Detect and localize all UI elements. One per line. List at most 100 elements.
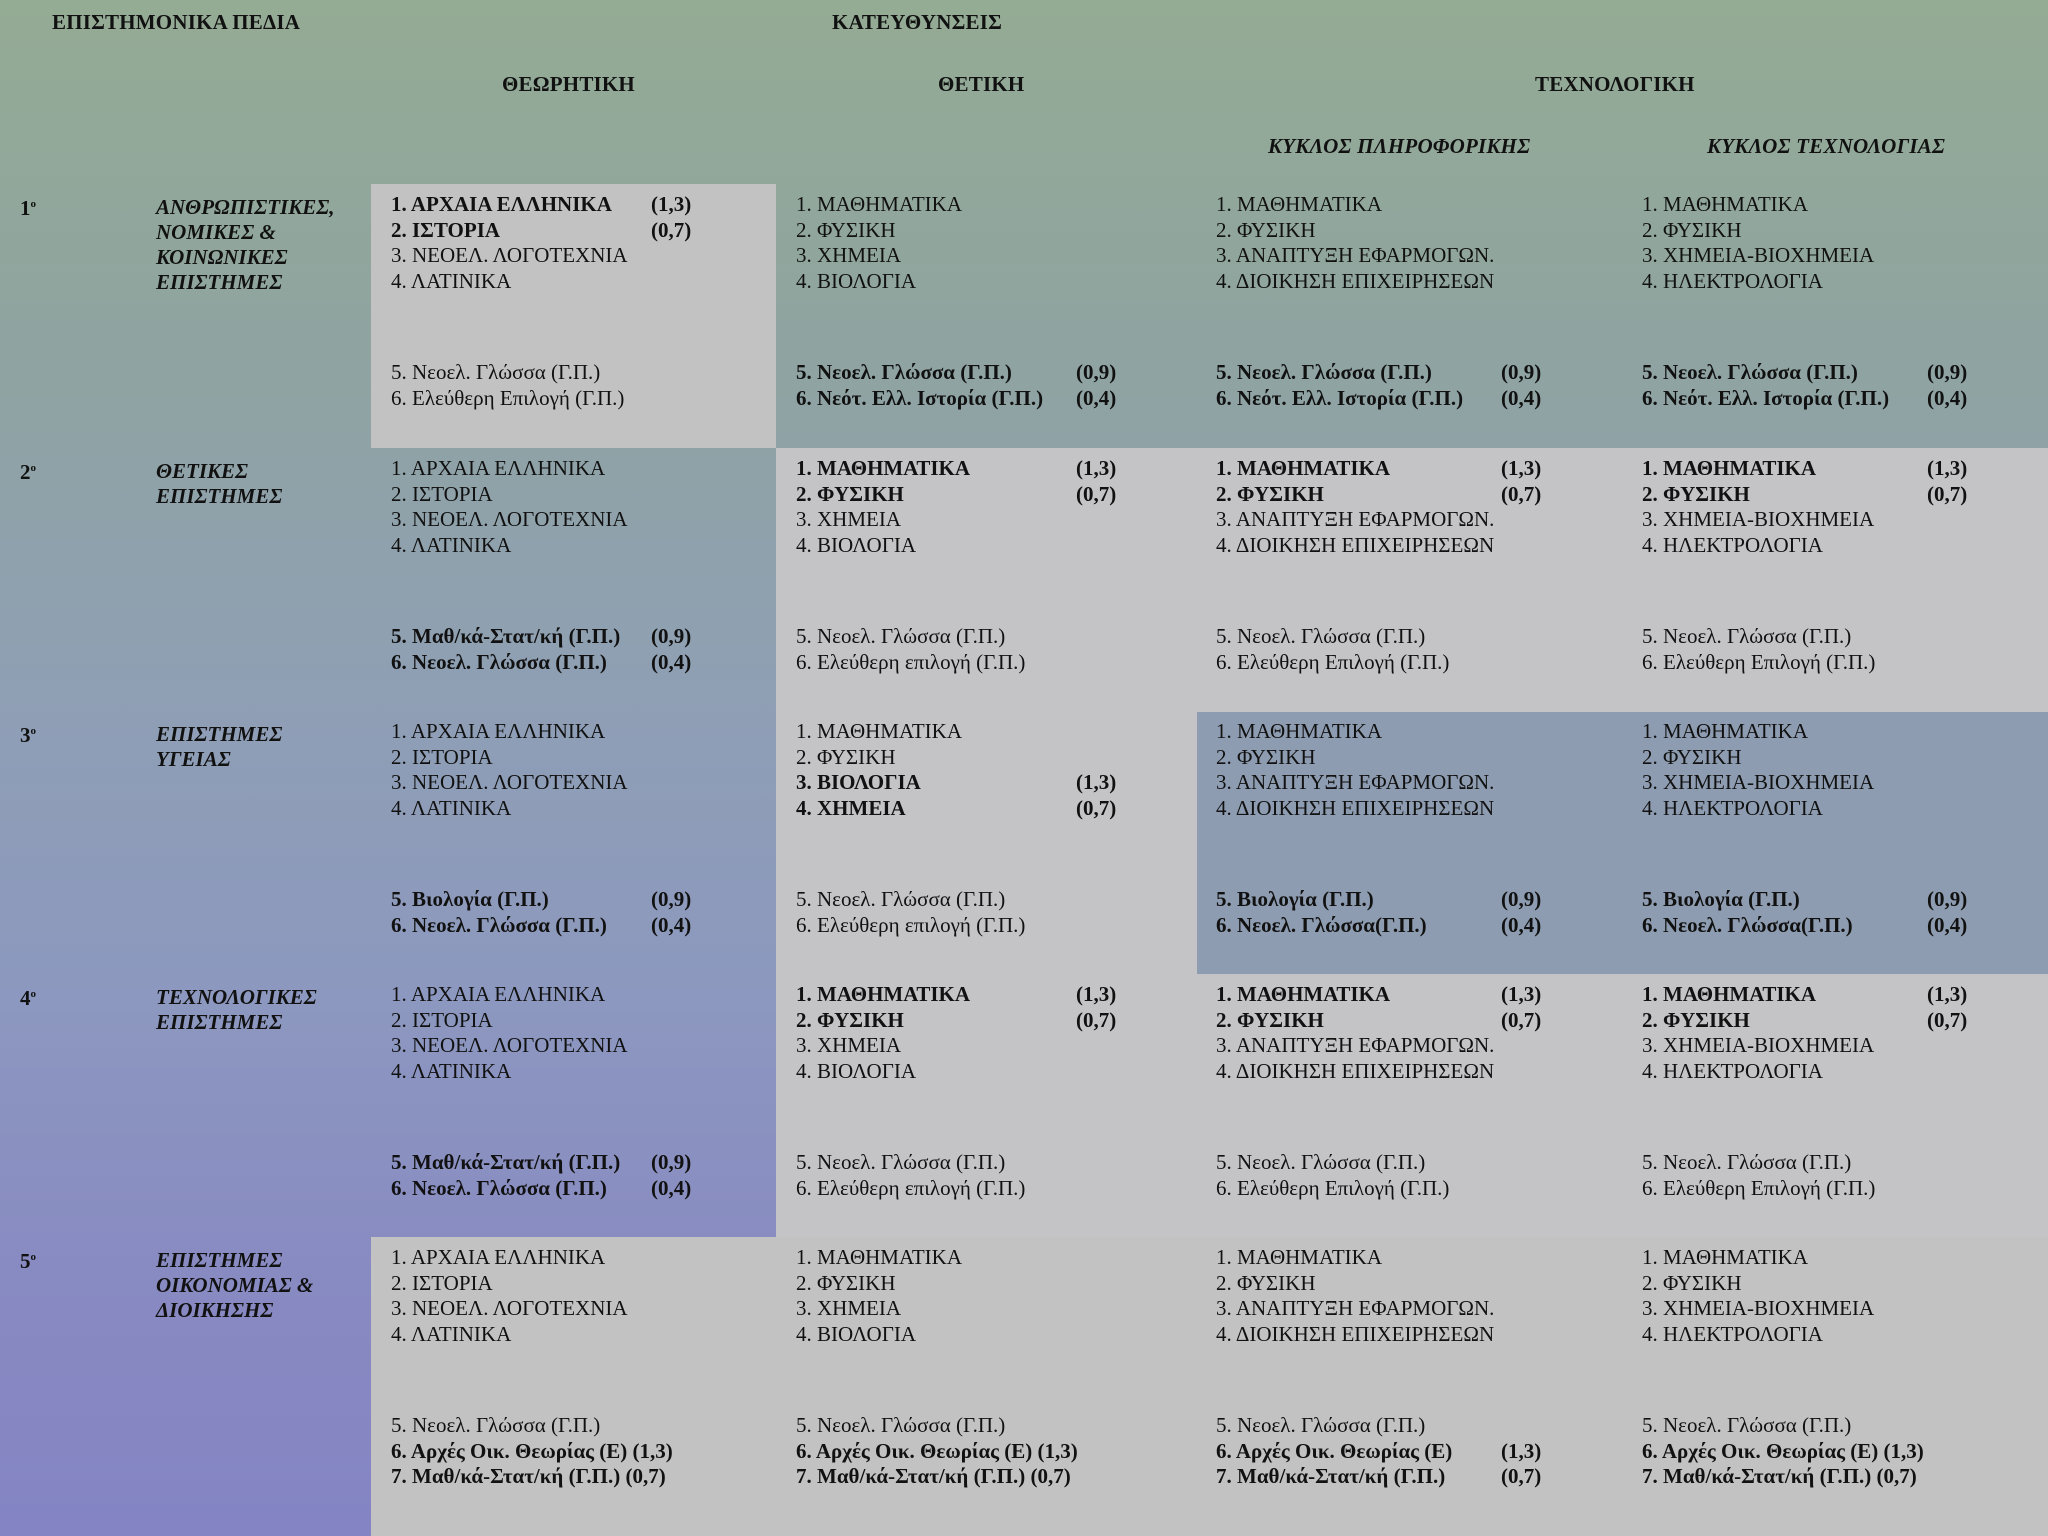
course-line: 6. Αρχές Οικ. Θεωρίας (Ε) (1,3) [1642, 1439, 1924, 1465]
highlight-block [776, 974, 2048, 1237]
course-line: 5. Νεοελ. Γλώσσα (Γ.Π.) (0,9) [1642, 360, 1967, 386]
course-name: 6. Ελεύθερη Επιλογή (Γ.Π.) [1642, 1175, 1876, 1200]
course-name: 4. ΗΛΕΚΤΡΟΛΟΓΙΑ [1642, 1058, 1823, 1083]
course-name: 4. ΛΑΤΙΝΙΚΑ [391, 1321, 512, 1346]
course-line: 4. ΛΑΤΙΝΙΚΑ [391, 796, 628, 822]
field-name-line: ΚΟΙΝΩΝΙΚΕΣ [156, 245, 288, 269]
course-name: 2. ΦΥΣΙΚΗ [1642, 217, 1742, 242]
course-name: 5. Βιολογία (Γ.Π.) [1642, 887, 1800, 911]
course-cell: 1. ΜΑΘΗΜΑΤΙΚΑ 2. ΦΥΣΙΚΗ 3. ΧΗΜΕΙΑ 4. ΒΙΟΛΟΓ… [796, 1245, 1078, 1490]
course-weight: (0,4) [1501, 912, 1542, 937]
course-name: 1. ΑΡΧΑΙΑ ΕΛΛΗΝΙΚΑ [391, 719, 606, 743]
course-cell: 1. ΑΡΧΑΙΑ ΕΛΛΗΝΙΚΑ (1,3) 2. ΙΣΤΟΡΙΑ (0,7) 3.… [391, 192, 691, 411]
course-name: 6. Νεότ. Ελλ. Ιστορία (Γ.Π.) [1642, 385, 1890, 410]
course-name: 3. ΝΕΟΕΛ. ΛΟΓΟΤΕΧΝΙΑ [391, 243, 628, 267]
course-name: 5. Νεοελ. Γλώσσα (Γ.Π.) [1642, 360, 1858, 384]
course-line: 3. ΝΕΟΕΛ. ΛΟΓΟΤΕΧΝΙΑ [391, 770, 628, 796]
course-name: 4. ΗΛΕΚΤΡΟΛΟΓΙΑ [1642, 795, 1823, 820]
course-line: 3. ΧΗΜΕΙΑ-ΒΙΟΧΗΜΕΙΑ [1642, 507, 1875, 533]
course-name: 5. Νεοελ. Γλώσσα (Γ.Π.) [1216, 360, 1432, 384]
course-cell: 1. ΜΑΘΗΜΑΤΙΚΑ 2. ΦΥΣΙΚΗ 3. ΧΗΜΕΙΑ 4. ΒΙΟΛΟΓ… [796, 192, 1116, 411]
cell-gap [1642, 1347, 1924, 1413]
highlight-block [371, 1237, 2048, 1536]
course-name: 6. Νεότ. Ελλ. Ιστορία (Γ.Π.) [796, 385, 1044, 410]
course-cell: 1. ΜΑΘΗΜΑΤΙΚΑ 2. ΦΥΣΙΚΗ 3. ΑΝΑΠΤΥΞΗ ΕΦΑΡΜΟ… [1216, 192, 1541, 411]
course-name: 6. Αρχές Οικ. Θεωρίας (Ε) [1216, 1438, 1453, 1463]
course-line: 4. ΛΑΤΙΝΙΚΑ [391, 269, 628, 295]
course-line: 1. ΜΑΘΗΜΑΤΙΚΑ [1216, 1245, 1494, 1271]
course-line: 2. ΙΣΤΟΡΙΑ [391, 1008, 628, 1034]
course-line: 2. ΙΣΤΟΡΙΑ (0,7) [391, 218, 691, 244]
course-name: 3. ΑΝΑΠΤΥΞΗ ΕΦΑΡΜΟΓΩΝ. [1216, 1296, 1495, 1320]
course-name: 5. Νεοελ. Γλώσσα (Γ.Π.) [391, 1413, 601, 1437]
course-line: 1. ΜΑΘΗΜΑΤΙΚΑ (1,3) [796, 982, 1116, 1008]
course-line: 5. Νεοελ. Γλώσσα (Γ.Π.) [391, 1413, 673, 1439]
course-name: 5. Νεοελ. Γλώσσα (Γ.Π.) [796, 1150, 1006, 1174]
course-line: 6. Αρχές Οικ. Θεωρίας (Ε) (1,3) [391, 1439, 673, 1465]
ordinal-suffix: ο [30, 198, 37, 210]
course-weight: (0,7) [1076, 795, 1117, 820]
course-name: 6. Νεοελ. Γλώσσα(Γ.Π.) [1216, 912, 1427, 937]
field-number: 2ο [20, 460, 36, 485]
field-name-line: ΝΟΜΙΚΕΣ & [156, 220, 276, 244]
course-name: 1. ΜΑΘΗΜΑΤΙΚΑ [1216, 192, 1382, 216]
field-name: ΤΕΧΝΟΛΟΓΙΚΕΣ ΕΠΙΣΤΗΜΕΣ [156, 985, 317, 1035]
course-name: 1. ΜΑΘΗΜΑΤΙΚΑ [796, 982, 971, 1006]
course-weight: (1,3) [1076, 770, 1117, 794]
field-number: 4ο [20, 986, 36, 1011]
course-weight: (0,9) [1501, 360, 1542, 384]
course-name: 6. Αρχές Οικ. Θεωρίας (Ε) (1,3) [796, 1438, 1078, 1463]
cell-gap [1216, 294, 1494, 360]
course-weight: (0,9) [1076, 360, 1117, 384]
course-name: 2. ΦΥΣΙΚΗ [1216, 1007, 1324, 1032]
course-cell: 1. ΑΡΧΑΙΑ ΕΛΛΗΝΙΚΑ 2. ΙΣΤΟΡΙΑ 3. ΝΕΟΕΛ. ΛΟ… [391, 456, 691, 675]
course-name: 4. ΔΙΟΙΚΗΣΗ ΕΠΙΧΕΙΡΗΣΕΩΝ [1216, 268, 1495, 293]
course-name: 6. Αρχές Οικ. Θεωρίας (Ε) (1,3) [1642, 1438, 1924, 1463]
course-name: 2. ΦΥΣΙΚΗ [796, 1007, 904, 1032]
course-line: 1. ΜΑΘΗΜΑΤΙΚΑ (1,3) [1642, 456, 1967, 482]
course-name: 6. Αρχές Οικ. Θεωρίας (Ε) (1,3) [391, 1438, 673, 1463]
course-weight: (0,7) [1076, 481, 1117, 506]
course-name: 5. Μαθ/κά-Στατ/κή (Γ.Π.) [391, 624, 621, 648]
course-line: 3. ΧΗΜΕΙΑ-ΒΙΟΧΗΜΕΙΑ [1642, 1296, 1924, 1322]
course-name: 4. ΔΙΟΙΚΗΣΗ ΕΠΙΧΕΙΡΗΣΕΩΝ [1216, 795, 1495, 820]
course-name: 5. Βιολογία (Γ.Π.) [391, 887, 549, 911]
course-weight: (0,4) [651, 912, 692, 937]
course-weight: (0,4) [1927, 912, 1968, 937]
course-line: 3. ΑΝΑΠΤΥΞΗ ΕΦΑΡΜΟΓΩΝ. [1216, 243, 1494, 269]
course-weight: (1,3) [1501, 982, 1542, 1006]
course-cell: 1. ΜΑΘΗΜΑΤΙΚΑ 2. ΦΥΣΙΚΗ 3. ΧΗΜΕΙΑ-ΒΙΟΧΗΜΕΙ… [1642, 192, 1967, 411]
course-name: 3. ΧΗΜΕΙΑ-ΒΙΟΧΗΜΕΙΑ [1642, 507, 1875, 531]
course-weight: (0,9) [651, 1150, 692, 1174]
course-line: 5. Νεοελ. Γλώσσα (Γ.Π.) [796, 624, 1025, 650]
fields-title: ΕΠΙΣΤΗΜΟΝΙΚΑ ΠΕΔΙΑ [52, 10, 301, 34]
field-name-line: ΕΠΙΣΤΗΜΕΣ [156, 1010, 283, 1034]
course-line: 4. ΧΗΜΕΙΑ (0,7) [796, 796, 1116, 822]
course-line: 4. ΒΙΟΛΟΓΙΑ [796, 269, 1043, 295]
highlight-block [371, 184, 776, 448]
field-name-line: ΕΠΙΣΤΗΜΕΣ [156, 722, 283, 746]
course-line: 1. ΜΑΘΗΜΑΤΙΚΑ [1642, 192, 1889, 218]
course-name: 1. ΜΑΘΗΜΑΤΙΚΑ [796, 719, 962, 743]
course-line: 7. Μαθ/κά-Στατ/κή (Γ.Π.) (0,7) [391, 1464, 673, 1490]
course-line: 1. ΑΡΧΑΙΑ ΕΛΛΗΝΙΚΑ [391, 456, 628, 482]
course-weight: (0,7) [1927, 1007, 1968, 1032]
course-line: 4. ΗΛΕΚΤΡΟΛΟΓΙΑ [1642, 533, 1875, 559]
course-name: 1. ΜΑΘΗΜΑΤΙΚΑ [1216, 982, 1391, 1006]
course-line: 2. ΦΥΣΙΚΗ [796, 218, 1043, 244]
course-name: 3. ΧΗΜΕΙΑ [796, 1033, 901, 1057]
field-name-line: ΤΕΧΝΟΛΟΓΙΚΕΣ [156, 985, 317, 1009]
course-weight: (0,7) [1076, 1007, 1117, 1032]
course-name: 7. Μαθ/κά-Στατ/κή (Γ.Π.) [1216, 1464, 1446, 1488]
course-name: 6. Ελεύθερη Επιλογή (Γ.Π.) [1216, 1175, 1450, 1200]
course-line: 3. ΧΗΜΕΙΑ [796, 243, 1043, 269]
field-name-line: ΑΝΘΡΩΠΙΣΤΙΚΕΣ, [156, 195, 335, 219]
course-name: 3. ΧΗΜΕΙΑ-ΒΙΟΧΗΜΕΙΑ [1642, 243, 1875, 267]
course-name: 1. ΜΑΘΗΜΑΤΙΚΑ [1642, 719, 1808, 743]
course-name: 1. ΜΑΘΗΜΑΤΙΚΑ [1642, 192, 1808, 216]
course-name: 6. Ελεύθερη Επιλογή (Γ.Π.) [391, 385, 625, 410]
course-line: 1. ΑΡΧΑΙΑ ΕΛΛΗΝΙΚΑ [391, 1245, 673, 1271]
field-number: 5ο [20, 1249, 36, 1274]
course-name: 7. Μαθ/κά-Στατ/κή (Γ.Π.) (0,7) [796, 1464, 1071, 1488]
course-line: 3. ΑΝΑΠΤΥΞΗ ΕΦΑΡΜΟΓΩΝ. [1216, 507, 1494, 533]
